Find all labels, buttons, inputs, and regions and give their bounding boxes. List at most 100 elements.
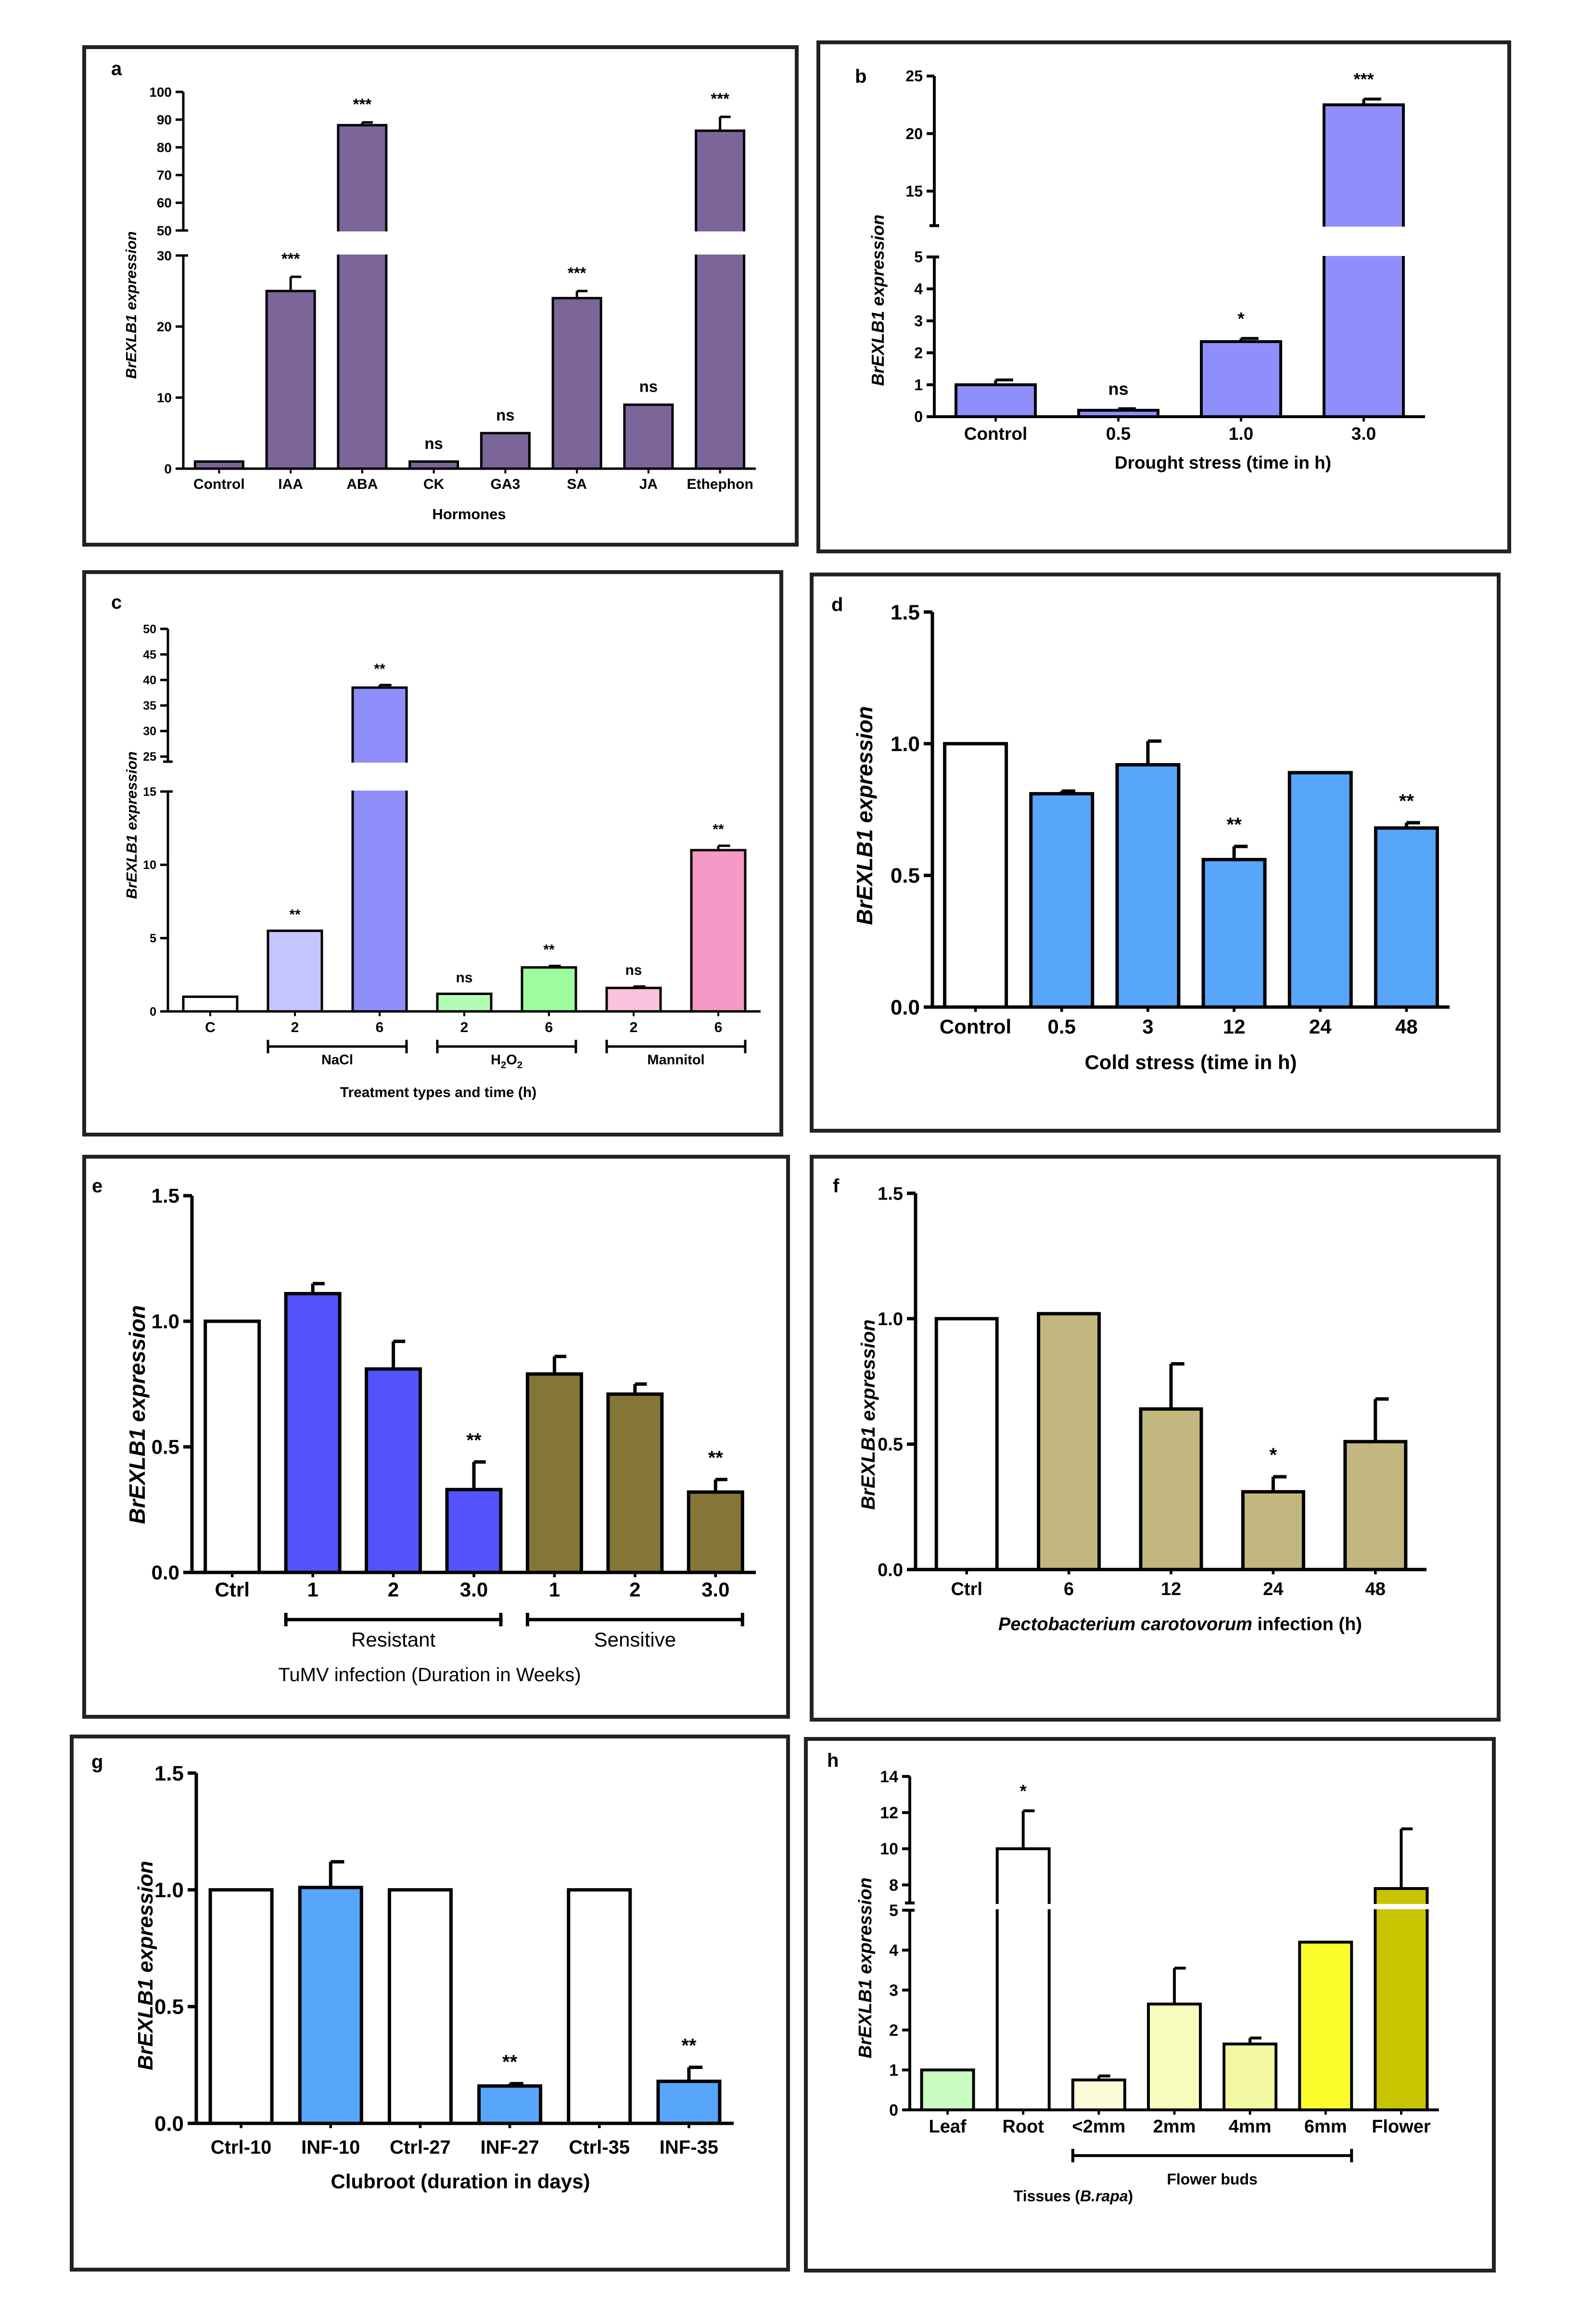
- bar: [337, 124, 388, 470]
- y-tick-label: 60: [157, 195, 172, 210]
- bar: [204, 1319, 261, 1574]
- significance-label: **: [713, 822, 724, 838]
- x-tick-label: 2: [291, 1020, 299, 1035]
- x-axis-title: Pectobacterium carotovorum infection (h): [998, 1614, 1362, 1634]
- significance-label: ns: [456, 970, 472, 985]
- y-tick-label: 3: [889, 1981, 898, 2000]
- bar: [1323, 103, 1405, 419]
- x-tick-label: Flower: [1372, 2117, 1431, 2137]
- y-tick-label: 2: [889, 2021, 898, 2040]
- group-label-text: NaCl: [321, 1052, 353, 1068]
- x-tick-label: Ctrl: [951, 1579, 982, 1599]
- y-tick-label: 1.5: [152, 1185, 179, 1207]
- y-tick-label: 0.0: [152, 1561, 179, 1584]
- y-axis-label: BrEXLB1 expression: [123, 752, 140, 899]
- y-axis-label: BrEXLB1 expression: [855, 1877, 876, 2058]
- significance-label: ns: [424, 434, 443, 452]
- group-label: Flower buds: [1167, 2171, 1257, 2188]
- y-tick-label: 5: [914, 248, 923, 266]
- chart-panel-c: c BrEXLB1 expression Treatment types and…: [82, 570, 783, 1136]
- y-tick-label: 1.0: [152, 1310, 179, 1333]
- bar: [436, 992, 493, 1013]
- bar: [1374, 1887, 1429, 2111]
- x-tick-label: 6: [1064, 1579, 1074, 1599]
- x-tick-label: 2: [630, 1020, 638, 1035]
- x-tick-label: Ctrl: [215, 1578, 250, 1601]
- x-tick-label: 4mm: [1229, 2117, 1272, 2137]
- y-tick-label: 8: [889, 1876, 898, 1894]
- group-label-text: Sensitive: [594, 1628, 676, 1651]
- bar: [1071, 2078, 1126, 2111]
- x-tick-label: 2: [629, 1578, 640, 1601]
- group-label: Resistant: [351, 1628, 435, 1651]
- panel-label: c: [111, 592, 122, 613]
- x-tick-label: 48: [1395, 1015, 1418, 1038]
- bar: [387, 1888, 453, 2125]
- x-tick-label: IAA: [278, 476, 303, 492]
- group-label-text: Resistant: [351, 1628, 435, 1651]
- significance-label: **: [681, 2035, 697, 2056]
- x-tick-label: JA: [639, 476, 658, 492]
- bar: [695, 129, 746, 470]
- x-tick-label: Ethephon: [687, 476, 753, 492]
- x-tick-label: INF-10: [301, 2137, 360, 2158]
- bar: [1222, 2043, 1278, 2111]
- y-tick-label: 0.5: [878, 1435, 903, 1455]
- y-tick-label: 100: [149, 85, 172, 100]
- bar: [1115, 763, 1181, 1009]
- chart-panel-f: f BrEXLB1 expression Pectobacterium caro…: [810, 1155, 1501, 1722]
- x-tick-label: Leaf: [929, 2117, 967, 2137]
- y-tick-label: 45: [143, 648, 156, 662]
- chart-panel-g: g BrEXLB1 expression Clubroot (duration …: [70, 1735, 790, 2272]
- significance-label: ***: [1353, 69, 1374, 89]
- x-tick-label: 0.5: [1106, 424, 1131, 444]
- bar: [1139, 1407, 1203, 1571]
- y-tick-label: 10: [880, 1840, 898, 1858]
- y-tick-label: 15: [905, 182, 923, 200]
- x-axis-title-italic: Pectobacterium carotovorum: [998, 1614, 1252, 1634]
- y-tick-label: 1.5: [891, 600, 920, 624]
- y-tick-label: 0.0: [878, 1560, 903, 1580]
- group-label-subscript: 2: [517, 1060, 522, 1071]
- panel-frame: [804, 1737, 1496, 2273]
- significance-label: **: [374, 661, 385, 677]
- y-axis-label: BrEXLB1 expression: [852, 706, 877, 925]
- significance-label: ns: [496, 406, 515, 424]
- bar: [687, 1490, 744, 1574]
- significance-label: **: [502, 2051, 518, 2072]
- chart-panel-d: d BrEXLB1 expression Cold stress (time i…: [810, 573, 1501, 1133]
- bar: [193, 460, 244, 470]
- y-tick-label: 0.5: [154, 1995, 184, 2019]
- panel-label: g: [91, 1751, 103, 1773]
- x-tick-label: 12: [1223, 1015, 1246, 1038]
- y-tick-label: 0.0: [154, 2112, 184, 2135]
- y-tick-label: 0.5: [891, 864, 920, 888]
- bar: [1029, 792, 1095, 1009]
- y-tick-label: 0.0: [891, 996, 920, 1019]
- significance-label: *: [1237, 309, 1244, 329]
- significance-label: **: [1399, 791, 1414, 812]
- bar: [1077, 409, 1159, 418]
- bar: [1298, 1941, 1353, 2111]
- bar: [408, 460, 459, 470]
- x-axis-title: Tissues (B.rapa): [1014, 2187, 1133, 2205]
- x-axis-title: Drought stress (time in h): [1115, 453, 1331, 472]
- group-label: NaCl: [321, 1052, 353, 1068]
- bar: [284, 1292, 342, 1574]
- panel-frame: [82, 1155, 790, 1719]
- chart-panel-a: a BrEXLB1 expression Hormones 0 10 20 30 50 6…: [82, 45, 799, 547]
- y-tick-label: 1.5: [154, 1762, 184, 1785]
- y-tick-label: 4: [889, 1941, 898, 1960]
- x-tick-label: Root: [1002, 2117, 1044, 2137]
- bar: [567, 1888, 632, 2125]
- y-tick-label: 25: [905, 67, 923, 85]
- group-label: Sensitive: [594, 1628, 676, 1651]
- y-tick-label: 50: [157, 223, 172, 238]
- y-tick-label: 1.5: [878, 1184, 903, 1204]
- panel-frame: [82, 570, 783, 1136]
- x-tick-label: Ctrl-10: [211, 2137, 272, 2158]
- y-axis-label: BrEXLB1 expression: [123, 231, 140, 379]
- x-tick-label: SA: [567, 476, 587, 492]
- y-tick-label: 1: [914, 376, 923, 394]
- significance-label: **: [543, 942, 555, 958]
